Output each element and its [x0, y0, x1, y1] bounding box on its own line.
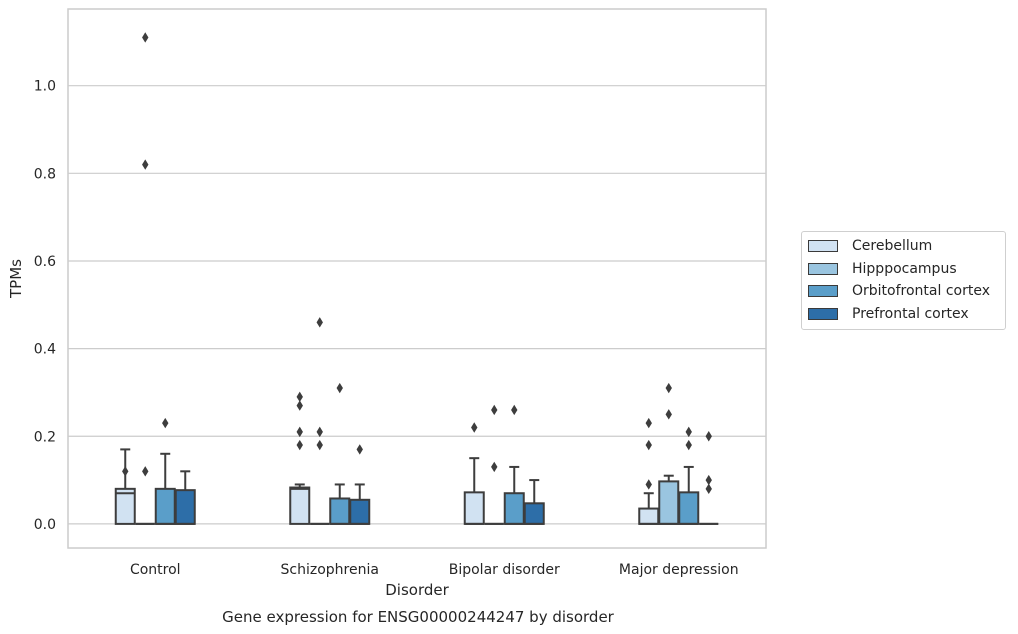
outlier-point	[296, 400, 303, 411]
legend-label: Hipppocampus	[852, 260, 957, 277]
y-tick-label: 0.4	[34, 342, 56, 358]
box-body	[329, 497, 351, 525]
box-hipppocampus	[484, 404, 504, 525]
legend-label: Cerebellum	[852, 238, 933, 255]
x-tick-label: Control	[130, 562, 181, 578]
outlier-point	[296, 426, 303, 438]
outlier-point	[316, 317, 323, 328]
box-prefrontal-cortex	[174, 470, 196, 525]
legend-label: Prefrontal cortex	[852, 305, 969, 322]
outlier-point	[336, 382, 343, 394]
legend-item: Orbitofrontal cortex	[802, 280, 1005, 303]
box-prefrontal-cortex	[523, 479, 545, 525]
outlier-point	[122, 466, 129, 477]
grid-lines	[68, 85, 766, 525]
outlier-point	[685, 439, 692, 451]
outlier-point	[705, 483, 712, 495]
box-body	[154, 487, 176, 525]
outlier-point	[142, 159, 149, 170]
y-tick-label: 1.0	[34, 79, 56, 95]
y-axis-label: TPMs	[7, 259, 25, 299]
box-cerebellum	[463, 422, 485, 525]
box-orbitofrontal-cortex	[154, 417, 176, 525]
box-body	[658, 480, 680, 525]
x-tick-label: Bipolar disorder	[449, 562, 560, 578]
box-body	[349, 498, 371, 525]
box-body	[463, 491, 485, 525]
legend: Cerebellum Hipppocampus Orbitofrontal cort…	[801, 231, 1006, 330]
legend-swatch	[808, 285, 838, 298]
box-orbitofrontal-cortex	[503, 404, 525, 525]
box-body	[638, 507, 660, 525]
legend-label: Orbitofrontal cortex	[852, 283, 990, 300]
outlier-point	[645, 439, 652, 451]
x-tick-label: Schizophrenia	[281, 562, 379, 578]
box-body	[523, 502, 545, 525]
box-body	[289, 486, 311, 525]
legend-swatch	[808, 262, 838, 275]
box-cerebellum	[289, 391, 311, 525]
legend-item: Prefrontal cortex	[802, 303, 1005, 326]
box-prefrontal-cortex	[699, 431, 719, 525]
legend-item: Cerebellum	[802, 235, 1005, 258]
box-hipppocampus	[658, 382, 680, 525]
outlier-point	[705, 431, 712, 442]
box-prefrontal-cortex	[349, 444, 371, 525]
outlier-point	[162, 417, 169, 429]
y-tick-label: 0.6	[34, 254, 56, 270]
outlier-point	[296, 391, 303, 403]
chart-title: Gene expression for ENSG00000244247 by d…	[222, 608, 615, 626]
box-plot-area	[114, 32, 719, 525]
box-body	[174, 489, 196, 525]
legend-item: Hipppocampus	[802, 258, 1005, 281]
outlier-point	[491, 461, 498, 473]
y-tick-label: 0.8	[34, 166, 56, 182]
x-axis-label: Disorder	[385, 581, 449, 599]
y-tick-label: 0.0	[34, 517, 56, 533]
outlier-point	[685, 426, 692, 438]
x-tick-labels: Control Schizophrenia Bipolar disorder Majo…	[130, 562, 739, 578]
outlier-point	[296, 439, 303, 451]
box-body	[503, 492, 525, 525]
outlier-point	[645, 417, 652, 429]
outlier-point	[491, 404, 498, 416]
box-cerebellum	[114, 448, 136, 525]
outlier-point	[316, 426, 323, 438]
box-orbitofrontal-cortex	[329, 382, 351, 525]
box-hipppocampus	[135, 32, 155, 525]
legend-swatch	[808, 240, 838, 253]
outlier-point	[665, 409, 672, 420]
legend-swatch	[808, 307, 838, 320]
outlier-point	[665, 382, 672, 394]
box-orbitofrontal-cortex	[678, 426, 700, 525]
outlier-point	[471, 422, 478, 433]
outlier-point	[142, 466, 149, 477]
outlier-point	[705, 474, 712, 486]
box-body	[114, 487, 136, 525]
plot-frame	[67, 8, 767, 549]
outlier-point	[356, 444, 363, 455]
outlier-point	[316, 439, 323, 451]
box-cerebellum	[638, 417, 660, 525]
box-body	[678, 491, 700, 525]
outlier-point	[511, 404, 518, 416]
y-tick-label: 0.2	[34, 429, 56, 445]
outlier-point	[142, 32, 149, 43]
outlier-point	[645, 479, 652, 490]
y-tick-labels: 0.0 0.2 0.4 0.6 0.8 1.0	[34, 79, 56, 533]
x-tick-label: Major depression	[619, 562, 739, 578]
box-hipppocampus	[310, 317, 330, 525]
